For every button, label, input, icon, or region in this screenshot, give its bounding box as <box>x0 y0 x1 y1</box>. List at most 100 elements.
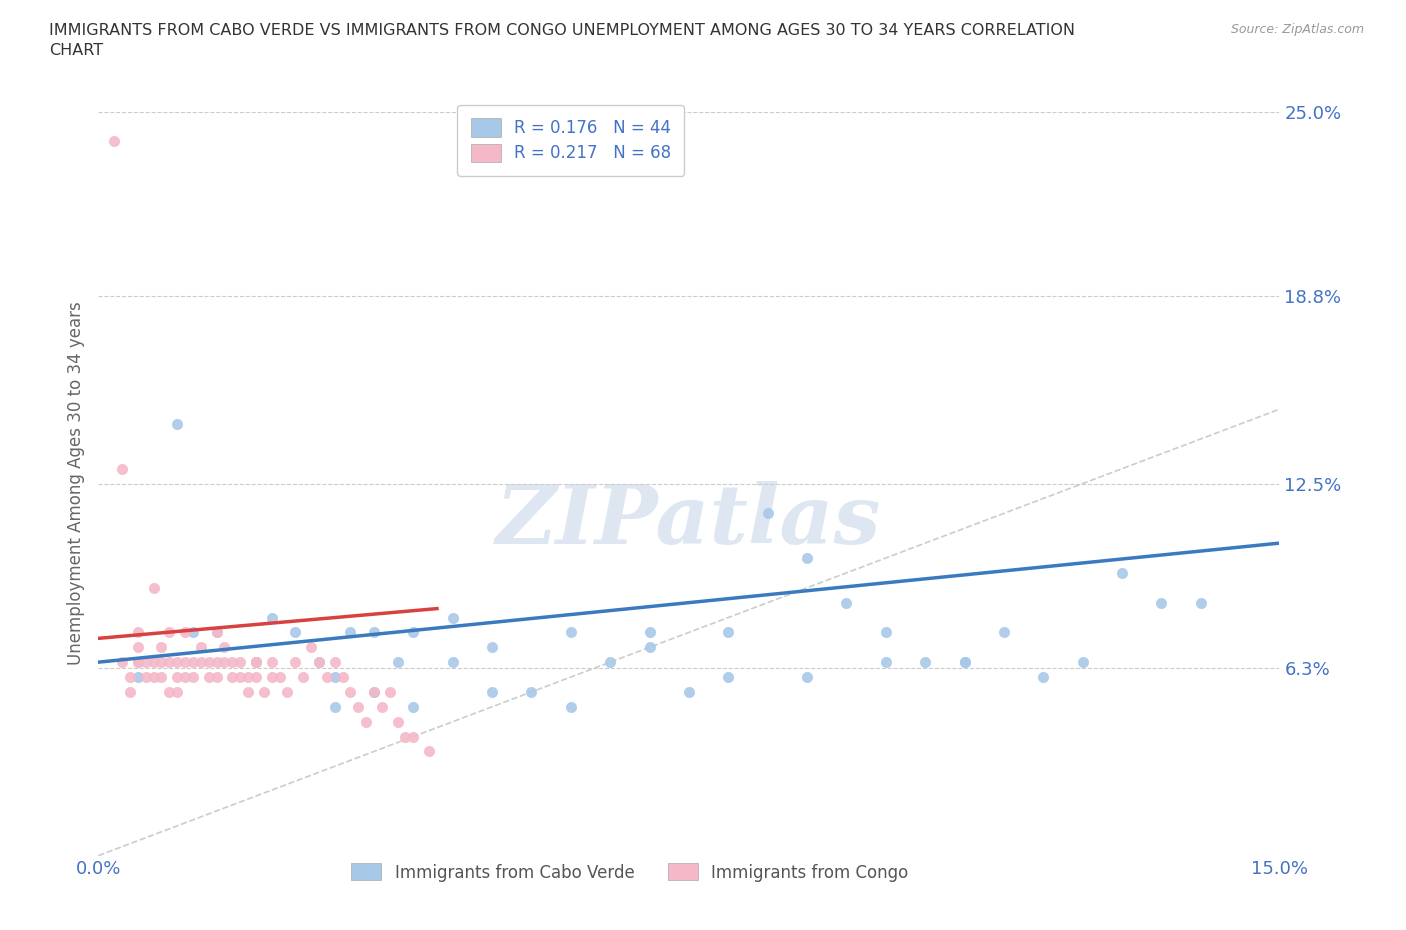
Point <box>142 655 165 670</box>
Point <box>363 625 385 640</box>
Point <box>166 655 188 670</box>
Point <box>914 655 936 670</box>
Point <box>127 655 149 670</box>
Legend: Immigrants from Cabo Verde, Immigrants from Congo: Immigrants from Cabo Verde, Immigrants f… <box>344 857 915 888</box>
Point <box>875 625 897 640</box>
Point <box>111 655 134 670</box>
Point <box>127 640 149 655</box>
Point <box>292 670 315 684</box>
Point <box>378 684 401 699</box>
Point <box>174 670 197 684</box>
Point <box>332 670 354 684</box>
Point <box>387 714 409 729</box>
Point <box>118 670 141 684</box>
Point <box>166 684 188 699</box>
Point <box>229 655 252 670</box>
Point <box>1150 595 1173 610</box>
Point <box>560 699 582 714</box>
Point <box>157 684 180 699</box>
Point <box>111 461 134 476</box>
Point <box>236 670 259 684</box>
Point <box>756 506 779 521</box>
Point <box>363 684 385 699</box>
Point <box>678 684 700 699</box>
Point <box>214 640 236 655</box>
Point <box>308 655 330 670</box>
Point <box>339 684 361 699</box>
Point <box>166 417 188 432</box>
Point <box>717 625 740 640</box>
Point <box>1032 670 1054 684</box>
Point <box>1189 595 1212 610</box>
Point <box>142 670 165 684</box>
Point <box>284 625 307 640</box>
Point <box>284 655 307 670</box>
Point <box>260 610 283 625</box>
Text: ZIPatlas: ZIPatlas <box>496 481 882 561</box>
Point <box>197 655 219 670</box>
Point <box>953 655 976 670</box>
Point <box>118 684 141 699</box>
Point <box>181 655 204 670</box>
Point <box>323 699 346 714</box>
Point <box>323 655 346 670</box>
Point <box>481 640 503 655</box>
Point <box>221 655 243 670</box>
Point <box>174 625 197 640</box>
Point <box>157 625 180 640</box>
Point <box>127 670 149 684</box>
Point <box>127 625 149 640</box>
Point <box>236 684 259 699</box>
Point <box>796 670 818 684</box>
Point <box>142 580 165 595</box>
Point <box>181 670 204 684</box>
Point <box>245 655 267 670</box>
Point <box>315 670 337 684</box>
Point <box>135 670 157 684</box>
Point <box>354 714 377 729</box>
Point <box>599 655 621 670</box>
Point <box>308 655 330 670</box>
Point <box>127 655 149 670</box>
Point <box>1071 655 1094 670</box>
Point <box>1111 565 1133 580</box>
Point <box>418 744 440 759</box>
Point <box>394 729 416 744</box>
Point <box>181 625 204 640</box>
Point <box>387 655 409 670</box>
Point <box>190 655 212 670</box>
Point <box>441 655 464 670</box>
Point <box>993 625 1015 640</box>
Point <box>150 640 173 655</box>
Point <box>520 684 543 699</box>
Point <box>347 699 370 714</box>
Point <box>174 655 197 670</box>
Point <box>221 670 243 684</box>
Point <box>796 551 818 565</box>
Point <box>402 625 425 640</box>
Point <box>197 670 219 684</box>
Point <box>157 655 180 670</box>
Point <box>205 625 228 640</box>
Point <box>205 625 228 640</box>
Point <box>835 595 858 610</box>
Point <box>299 640 322 655</box>
Point <box>166 670 188 684</box>
Text: Source: ZipAtlas.com: Source: ZipAtlas.com <box>1230 23 1364 36</box>
Point <box>638 625 661 640</box>
Y-axis label: Unemployment Among Ages 30 to 34 years: Unemployment Among Ages 30 to 34 years <box>66 301 84 666</box>
Point <box>150 655 173 670</box>
Point <box>245 655 267 670</box>
Point <box>190 640 212 655</box>
Point <box>638 640 661 655</box>
Point <box>269 670 291 684</box>
Point <box>560 625 582 640</box>
Point <box>402 729 425 744</box>
Point <box>205 670 228 684</box>
Point <box>253 684 276 699</box>
Point <box>103 134 125 149</box>
Point <box>875 655 897 670</box>
Point <box>260 670 283 684</box>
Point <box>441 610 464 625</box>
Point <box>402 699 425 714</box>
